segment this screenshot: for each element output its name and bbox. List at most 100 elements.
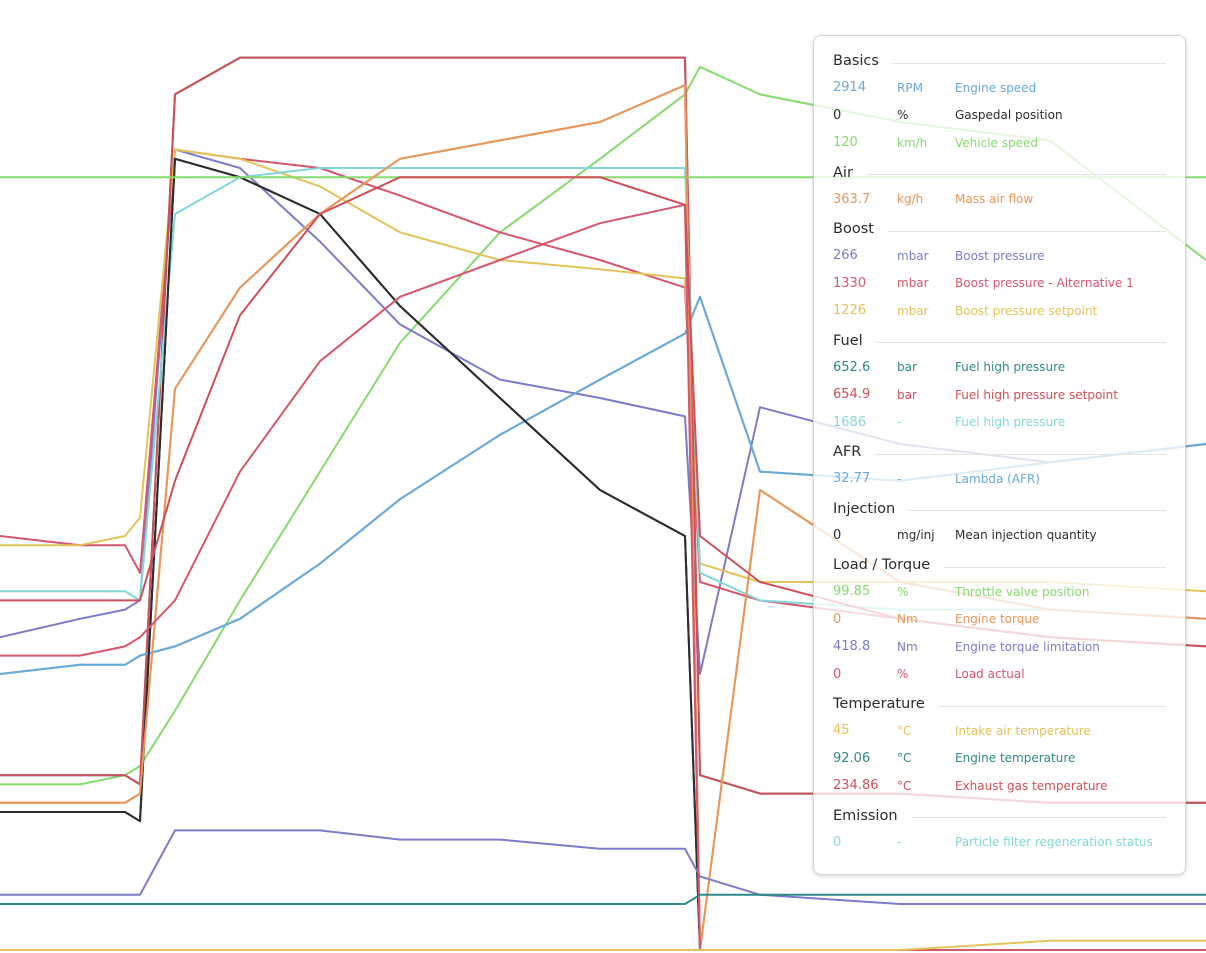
legend-item[interactable]: 234.86 °C Exhaust gas temperature xyxy=(833,772,1166,800)
legend-group-header: Emission xyxy=(833,803,1166,829)
legend-group-title: Air xyxy=(833,164,853,181)
legend-item-unit: mbar xyxy=(897,303,929,318)
legend-item-name: Vehicle speed xyxy=(955,135,1038,150)
legend-item-value: 652.6 xyxy=(833,359,871,375)
legend-item-name: Boost pressure - Alternative 1 xyxy=(955,276,1134,291)
legend-item[interactable]: 0 - Particle filter regeneration status xyxy=(833,829,1166,857)
legend-item-unit: mbar xyxy=(897,248,929,263)
legend-item-value: 0 xyxy=(833,666,842,682)
legend-group-header: Basics xyxy=(833,48,1166,74)
legend-item-value: 120 xyxy=(833,135,858,151)
legend-item-name: Fuel high pressure xyxy=(955,415,1066,430)
legend-item[interactable]: 654.9 bar Fuel high pressure setpoint xyxy=(833,381,1166,409)
legend-group-title: Injection xyxy=(833,500,896,517)
legend-item-name: Engine torque xyxy=(955,612,1040,627)
legend-item-name: Load actual xyxy=(955,667,1025,682)
legend-item[interactable]: 1330 mbar Boost pressure - Alternative 1 xyxy=(833,270,1166,298)
legend-item-name: Mean injection quantity xyxy=(955,528,1097,543)
legend-group-title: Load / Torque xyxy=(833,557,931,573)
legend-group-header: Fuel xyxy=(833,328,1166,354)
legend-group-divider xyxy=(876,342,1166,343)
legend-group-header: Injection xyxy=(833,496,1166,522)
legend-item[interactable]: 32.77 - Lambda (AFR) xyxy=(833,465,1166,493)
legend-item-name: Boost pressure xyxy=(955,248,1045,263)
legend-group-title: AFR xyxy=(833,444,862,460)
legend-item-name: Gaspedal position xyxy=(955,108,1063,123)
legend-item-unit: km/h xyxy=(897,135,928,150)
legend-group-divider xyxy=(909,510,1166,511)
legend-item-name: Throttle valve position xyxy=(955,584,1090,599)
legend-group-divider xyxy=(887,230,1166,232)
legend-group-title: Temperature xyxy=(833,696,925,712)
series-line-18 xyxy=(0,893,1206,905)
legend-item-unit: bar xyxy=(897,360,917,375)
legend-item-name: Fuel high pressure setpoint xyxy=(955,387,1118,402)
legend-item[interactable]: 0 mg/inj Mean injection quantity xyxy=(833,522,1166,550)
legend-item-name: Particle filter regeneration status xyxy=(955,835,1153,850)
legend-item-unit: % xyxy=(897,108,909,123)
legend-item-name: Engine torque limitation xyxy=(955,639,1100,654)
legend-item-name: Lambda (AFR) xyxy=(955,471,1040,486)
legend-item-unit: mg/inj xyxy=(897,528,935,543)
legend-item[interactable]: 418.8 Nm Engine torque limitation xyxy=(833,633,1166,661)
legend-item-name: Intake air temperature xyxy=(955,723,1091,738)
legend-item[interactable]: 0% Load actual xyxy=(833,661,1166,689)
legend-item-unit: kg/h xyxy=(897,192,924,207)
legend-item-unit: RPM xyxy=(897,80,923,95)
legend-item-value: 0 xyxy=(833,834,842,850)
legend-item-value: 45 xyxy=(833,723,850,739)
legend-item[interactable]: 99.85% Throttle valve position xyxy=(833,578,1166,606)
legend-item-value: 0 xyxy=(833,527,842,543)
legend-item-value: 0 xyxy=(833,107,842,123)
legend-item-unit: Nm xyxy=(897,639,918,654)
legend-item-value: 234.86 xyxy=(833,778,879,794)
legend-group-title: Emission xyxy=(833,807,898,824)
legend-item-value: 266 xyxy=(833,248,858,264)
legend-item[interactable]: 2914 RPM Engine speed xyxy=(833,74,1166,102)
legend-group-divider xyxy=(911,817,1166,818)
legend-item-name: Exhaust gas temperature xyxy=(955,778,1108,793)
legend-item[interactable]: 0% Gaspedal position xyxy=(833,102,1166,130)
legend-item-unit: % xyxy=(897,584,909,599)
legend-item-value: 654.9 xyxy=(833,387,871,403)
legend-item[interactable]: 120 km/h Vehicle speed xyxy=(833,129,1166,157)
legend-group-header: Boost xyxy=(833,216,1166,242)
legend-item-unit: °C xyxy=(897,723,912,738)
legend-item-value: 0 xyxy=(833,611,842,627)
legend-item-unit: °C xyxy=(897,751,912,766)
legend-item[interactable]: 652.6 bar Fuel high pressure xyxy=(833,354,1166,382)
legend-item-unit: Nm xyxy=(897,612,918,627)
legend-group-title: Boost xyxy=(833,221,874,237)
legend-item-value: 418.8 xyxy=(833,639,871,655)
legend-item-unit: °C xyxy=(897,778,912,793)
legend-item-unit: mbar xyxy=(897,276,929,291)
legend-item[interactable]: 0 Nm Engine torque xyxy=(833,606,1166,634)
legend-group-title: Basics xyxy=(833,53,879,69)
legend-group-divider xyxy=(866,174,1166,175)
legend-item-name: Engine speed xyxy=(955,80,1037,95)
legend-item-unit: % xyxy=(897,667,909,682)
legend-group-header: Load / Torque xyxy=(833,552,1166,578)
legend-item[interactable]: 45 °C Intake air temperature xyxy=(833,717,1166,745)
legend-item-value: 1330 xyxy=(833,275,867,291)
legend-item[interactable]: 1686 - Fuel high pressure xyxy=(833,409,1166,437)
legend-item[interactable]: 363.7 kg/h Mass air flow xyxy=(833,186,1166,214)
legend-item[interactable]: 1226 mbar Boost pressure setpoint xyxy=(833,297,1166,325)
legend-item-name: Fuel high pressure xyxy=(955,360,1066,375)
legend-item[interactable]: 266 mbar Boost pressure xyxy=(833,242,1166,270)
legend-item[interactable]: 92.06 °C Engine temperature xyxy=(833,745,1166,773)
legend-item-unit: - xyxy=(897,415,902,430)
legend-group-header: Temperature xyxy=(833,691,1166,717)
legend-group-divider xyxy=(938,705,1166,707)
legend-item-name: Boost pressure setpoint xyxy=(955,303,1098,318)
legend-panel: Basics 2914 RPM Engine speed 0% Gaspedal posi… xyxy=(813,35,1186,875)
legend-group-divider xyxy=(875,453,1166,455)
legend-group-header: Air xyxy=(833,160,1166,186)
legend-item-unit: - xyxy=(897,471,902,486)
legend-item-name: Mass air flow xyxy=(955,192,1034,207)
legend-item-value: 1686 xyxy=(833,414,867,430)
legend-item-value: 1226 xyxy=(833,303,867,319)
legend-group-header: AFR xyxy=(833,439,1166,465)
legend-group-divider xyxy=(944,566,1166,568)
